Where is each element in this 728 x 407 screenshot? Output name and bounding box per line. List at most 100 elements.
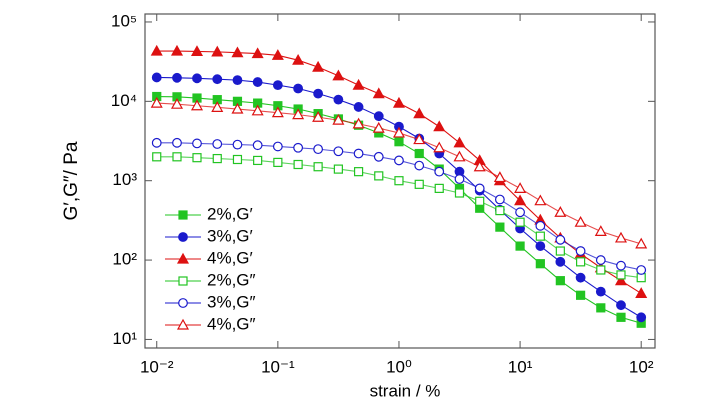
marker [352,117,365,129]
y-axis-label: G′,G″/ Pa [61,141,82,220]
marker [595,286,606,297]
marker [495,222,505,232]
marker [636,312,647,323]
marker [231,102,244,114]
marker [614,231,628,243]
marker [178,276,188,286]
marker [273,157,283,168]
marker [293,159,303,170]
marker [414,179,424,189]
marker [192,153,202,163]
x-tick-label: 10⁻¹ [261,357,295,376]
marker [392,96,405,108]
marker [494,194,505,205]
marker [453,136,466,148]
marker [231,46,244,58]
marker [178,298,188,308]
marker [272,141,283,152]
marker [252,140,263,151]
marker [212,139,223,149]
marker [575,272,586,283]
marker [271,106,284,118]
marker [535,259,545,269]
marker [212,74,223,85]
marker [333,164,343,174]
marker [271,49,284,60]
marker [434,183,444,193]
marker [576,290,586,300]
marker [232,154,243,165]
legend-label: 2%,G′ [207,204,253,223]
marker [253,155,263,166]
marker [433,141,446,153]
marker [373,151,384,162]
marker [453,150,466,162]
marker [515,217,525,227]
marker [616,300,626,311]
marker [616,260,626,271]
marker [312,111,325,122]
marker [514,194,527,206]
marker [555,256,566,267]
marker [392,126,405,138]
marker [313,144,324,155]
marker [434,166,445,177]
marker [374,171,384,181]
marker [232,139,243,150]
marker [616,270,626,280]
marker [150,44,163,56]
legend-label: 3%,G″ [207,292,256,311]
marker [212,153,222,164]
marker [635,237,648,249]
marker [414,160,425,171]
marker [292,53,305,65]
marker [272,80,283,91]
marker [251,104,264,116]
legend-label: 4%,G″ [207,314,256,333]
marker [172,72,182,83]
x-tick-label: 10⁻² [140,357,174,376]
marker [353,148,364,159]
marker [152,152,162,162]
marker [595,255,606,265]
y-tick-label: 10² [112,250,137,269]
marker [535,231,545,241]
marker [192,138,202,149]
x-axis-label: strain / % [370,381,441,400]
marker [414,148,424,159]
x-tick-label: 10² [629,357,654,376]
marker [394,137,404,147]
marker [515,241,525,251]
marker [252,77,263,87]
marker [473,160,486,172]
marker [372,121,385,133]
marker [596,265,606,275]
marker [535,241,546,251]
marker [636,265,647,275]
marker [170,44,184,56]
marker [373,111,384,122]
marker [353,102,364,112]
marker [594,225,607,236]
marker [293,83,304,94]
marker [172,137,182,148]
marker [332,69,345,81]
marker [151,72,162,83]
marker [535,220,546,231]
marker [353,167,364,177]
legend-label: 3%,G′ [207,226,253,245]
marker [576,257,586,267]
marker [172,152,182,162]
marker [332,113,345,125]
marker [555,246,565,256]
marker [554,206,567,217]
marker [211,45,224,57]
marker [514,182,527,193]
legend-label: 4%,G′ [207,248,253,267]
marker [413,133,426,145]
marker [413,107,426,119]
marker [475,196,485,206]
marker [372,87,385,99]
marker [495,206,505,216]
